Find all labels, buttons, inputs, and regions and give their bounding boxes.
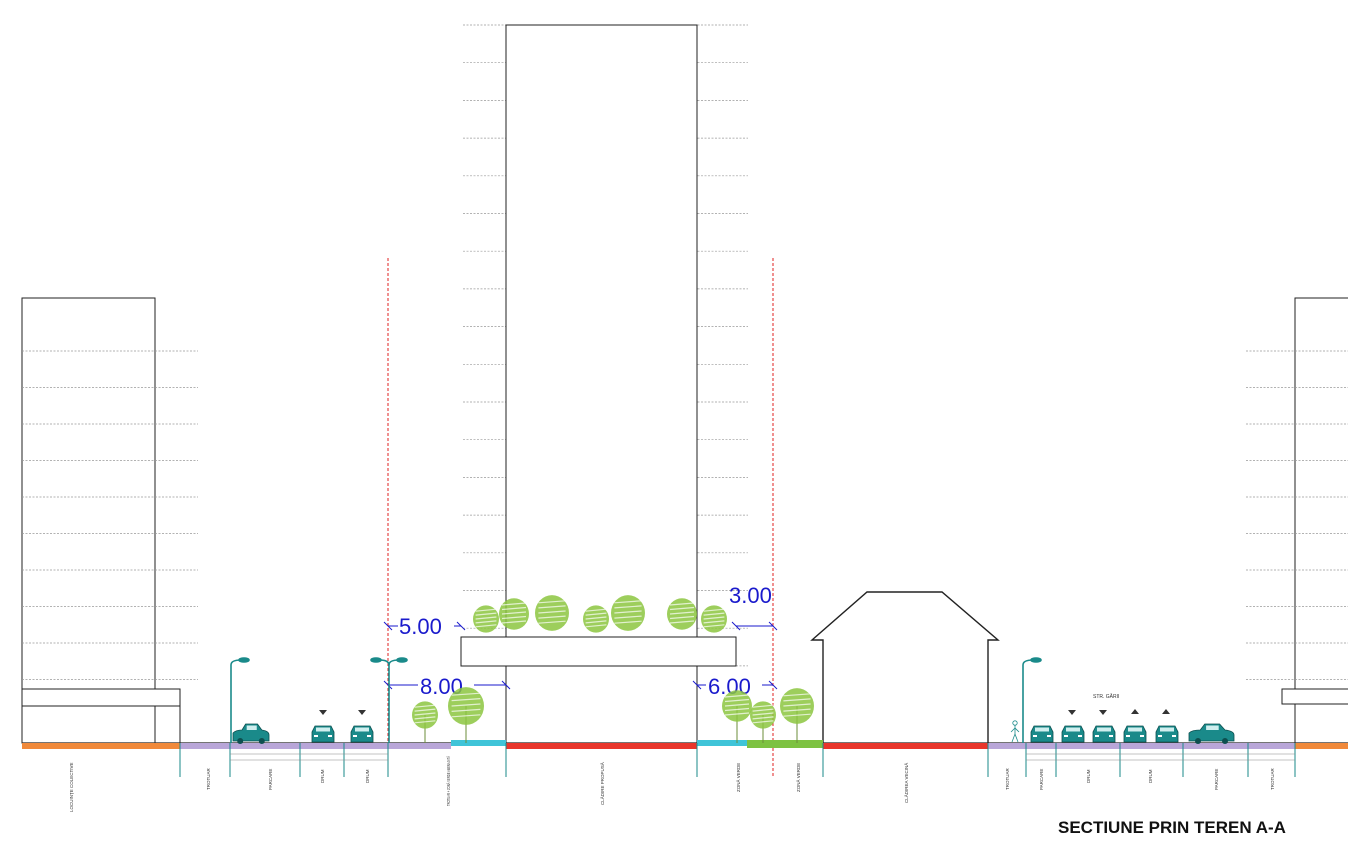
zone-label-plaza-group: TROTUAR + ZONĂ VERDE AMENAJATĂ <box>445 756 451 806</box>
car-icon <box>1061 725 1085 743</box>
tree-icon <box>473 605 499 633</box>
car-icon <box>1030 725 1054 743</box>
tree-icon <box>701 605 727 633</box>
tree-icon <box>583 605 609 633</box>
zone-label-neighbour: CLĂDIREA VECINĂ <box>903 763 909 803</box>
zone-label-right-parking-2: PARCARE <box>1214 769 1219 790</box>
direction-arrow-icon <box>358 710 366 715</box>
tree-icon <box>722 690 752 743</box>
zone-label-right-road-2: DRUM <box>1148 769 1153 783</box>
direction-arrow-icon <box>1131 709 1139 714</box>
dim-left-upper-label: 5.00 <box>399 614 442 639</box>
ground-strip <box>22 740 1348 749</box>
tree-icon <box>750 701 776 743</box>
zone-label-left-sidewalk: TROTUAR <box>206 768 211 790</box>
trees-group <box>412 595 814 743</box>
zone-label-right-parking-1: PARCARE <box>1039 769 1044 790</box>
zone-label-green-1: ZONĂ VERDE <box>735 763 741 792</box>
dimension-right-upper: 3.00 <box>729 583 778 631</box>
zone-label-right-road-1: DRUM <box>1086 769 1091 783</box>
right-housing-block <box>1246 297 1348 744</box>
neighbour-house <box>810 591 1000 743</box>
car-icon <box>1123 725 1147 743</box>
car-icon <box>350 725 374 743</box>
dim-right-upper-label: 3.00 <box>729 583 772 608</box>
proposed-tower <box>460 24 748 744</box>
tree-icon <box>535 595 569 631</box>
zone-label-left-block: LOCUINȚE COLECTIVE <box>69 762 74 812</box>
section-title: SECTIUNE PRIN TEREN A-A <box>1058 818 1286 837</box>
car-icon <box>1155 725 1179 743</box>
tree-icon <box>667 598 697 630</box>
direction-arrows <box>319 709 1170 715</box>
street-label: STR. GĂRII <box>1093 693 1119 700</box>
zone-label-right-sidewalk-2: TROTUAR <box>1270 768 1275 790</box>
direction-arrow-icon <box>1099 710 1107 715</box>
street-lamp-icon <box>230 657 250 743</box>
street-lamp-icon <box>370 657 408 743</box>
car-icon <box>311 725 335 743</box>
zone-label-right-sidewalk-1: TROTUAR <box>1005 768 1010 790</box>
direction-arrow-icon <box>1162 709 1170 714</box>
zone-labels: LOCUINȚE COLECTIVE TROTUAR PARCARE DRUM … <box>69 756 1275 812</box>
car-icon <box>1092 725 1116 743</box>
direction-arrow-icon <box>319 710 327 715</box>
direction-arrow-icon <box>1068 710 1076 715</box>
zone-label-plaza: TROTUAR + ZONĂ VERDE AMENAJATĂ <box>445 756 451 806</box>
tree-icon <box>448 687 484 743</box>
car-icon <box>1188 723 1235 744</box>
dimension-left-lower: 8.00 <box>383 673 511 699</box>
tree-icon <box>412 701 438 743</box>
zone-label-building: CLĂDIRE PROPUSĂ <box>599 762 605 805</box>
left-housing-block <box>21 297 198 744</box>
car-icon <box>232 723 270 744</box>
zone-label-left-parking: PARCARE <box>268 769 273 790</box>
tree-icon <box>780 688 814 743</box>
zone-label-left-road-2: DRUM <box>365 769 370 783</box>
tree-icon <box>499 598 529 630</box>
street-lamp-icon <box>1022 657 1042 743</box>
sub-dimension-lines <box>230 753 1295 761</box>
pedestrian-icon <box>1010 720 1020 743</box>
street-lamps <box>230 657 1042 743</box>
dimension-left-upper: 5.00 <box>383 613 466 639</box>
tree-icon <box>611 595 645 631</box>
zone-label-left-road-1: DRUM <box>320 769 325 783</box>
cars-group <box>232 723 1235 744</box>
zone-label-green-2: ZONĂ VERDE <box>795 763 801 792</box>
